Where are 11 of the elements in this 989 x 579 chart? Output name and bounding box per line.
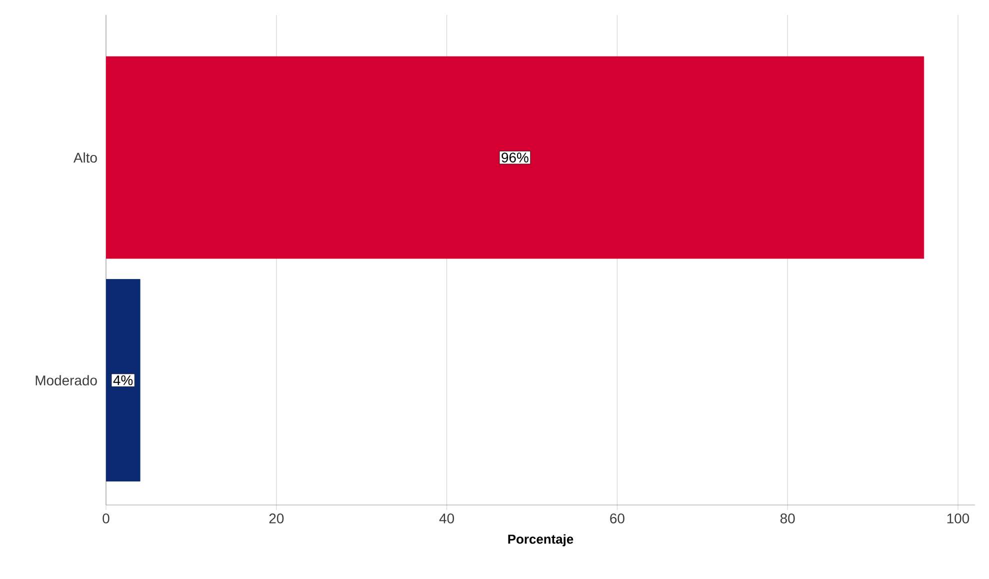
x-tick-label: 0 <box>102 514 110 524</box>
data-label: 96% <box>502 152 528 162</box>
x-axis-title: Porcentaje <box>508 534 574 546</box>
x-tick-label: 80 <box>780 514 795 524</box>
data-label: 4% <box>113 375 133 386</box>
x-tick-label: 20 <box>269 514 284 524</box>
x-tick-label: 100 <box>947 514 970 524</box>
y-tick-label: Moderado <box>36 375 97 386</box>
x-tick-label: 40 <box>439 514 454 524</box>
y-tick-label: Alto <box>73 152 97 163</box>
x-tick-label: 60 <box>610 514 624 524</box>
